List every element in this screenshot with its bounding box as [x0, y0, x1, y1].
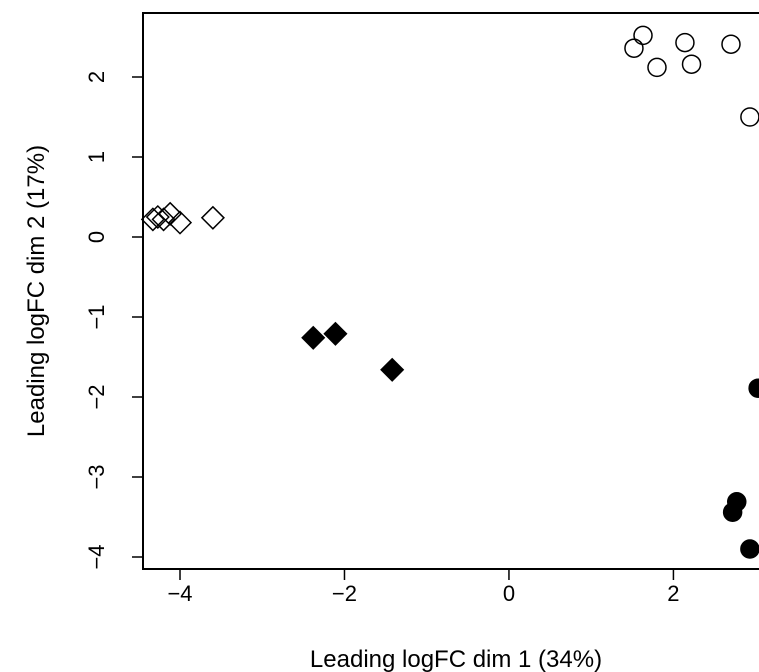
- filled-circle-point: [740, 539, 759, 559]
- y-axis-title: Leading logFC dim 2 (17%): [23, 145, 50, 437]
- open-circle-point: [721, 34, 741, 54]
- filled-circle-point: [722, 502, 743, 522]
- x-tick-label: −4: [167, 581, 192, 606]
- open-circle-point: [647, 57, 667, 78]
- y-tick-label: −3: [84, 464, 109, 489]
- y-tick-label: −4: [84, 544, 109, 569]
- filled-diamond-point: [380, 357, 405, 382]
- open-diamond-point: [145, 204, 170, 230]
- x-axis-title: Leading logFC dim 1 (34%): [310, 646, 602, 672]
- open-circle-point: [633, 25, 653, 46]
- filled-diamond-point: [301, 325, 326, 350]
- open-diamond-point: [200, 205, 225, 230]
- x-tick-label: 0: [503, 581, 515, 606]
- filled-diamond-point: [323, 321, 348, 346]
- plot-frame: [142, 12, 759, 570]
- filled-circle-point: [748, 378, 759, 398]
- y-tick-label: 2: [84, 71, 109, 83]
- y-axis: −4 −3 −2 −1 0 1 2: [84, 71, 144, 570]
- open-diamond-point: [158, 201, 183, 226]
- data-points: [140, 25, 759, 559]
- open-circle-point: [675, 32, 695, 53]
- open-circle-point: [681, 54, 702, 74]
- y-tick-label: −2: [84, 384, 109, 409]
- open-diamond-point: [167, 210, 193, 235]
- open-diamond-point: [151, 207, 176, 232]
- y-tick-label: −1: [84, 304, 109, 329]
- y-tick-label: 0: [84, 231, 109, 243]
- open-circle-point: [624, 38, 644, 58]
- x-axis: −4 −2 0 2: [167, 568, 680, 606]
- x-tick-label: −2: [332, 581, 357, 606]
- x-tick-label: 2: [667, 581, 679, 606]
- open-circle-point: [740, 107, 759, 127]
- y-tick-label: 1: [84, 151, 109, 163]
